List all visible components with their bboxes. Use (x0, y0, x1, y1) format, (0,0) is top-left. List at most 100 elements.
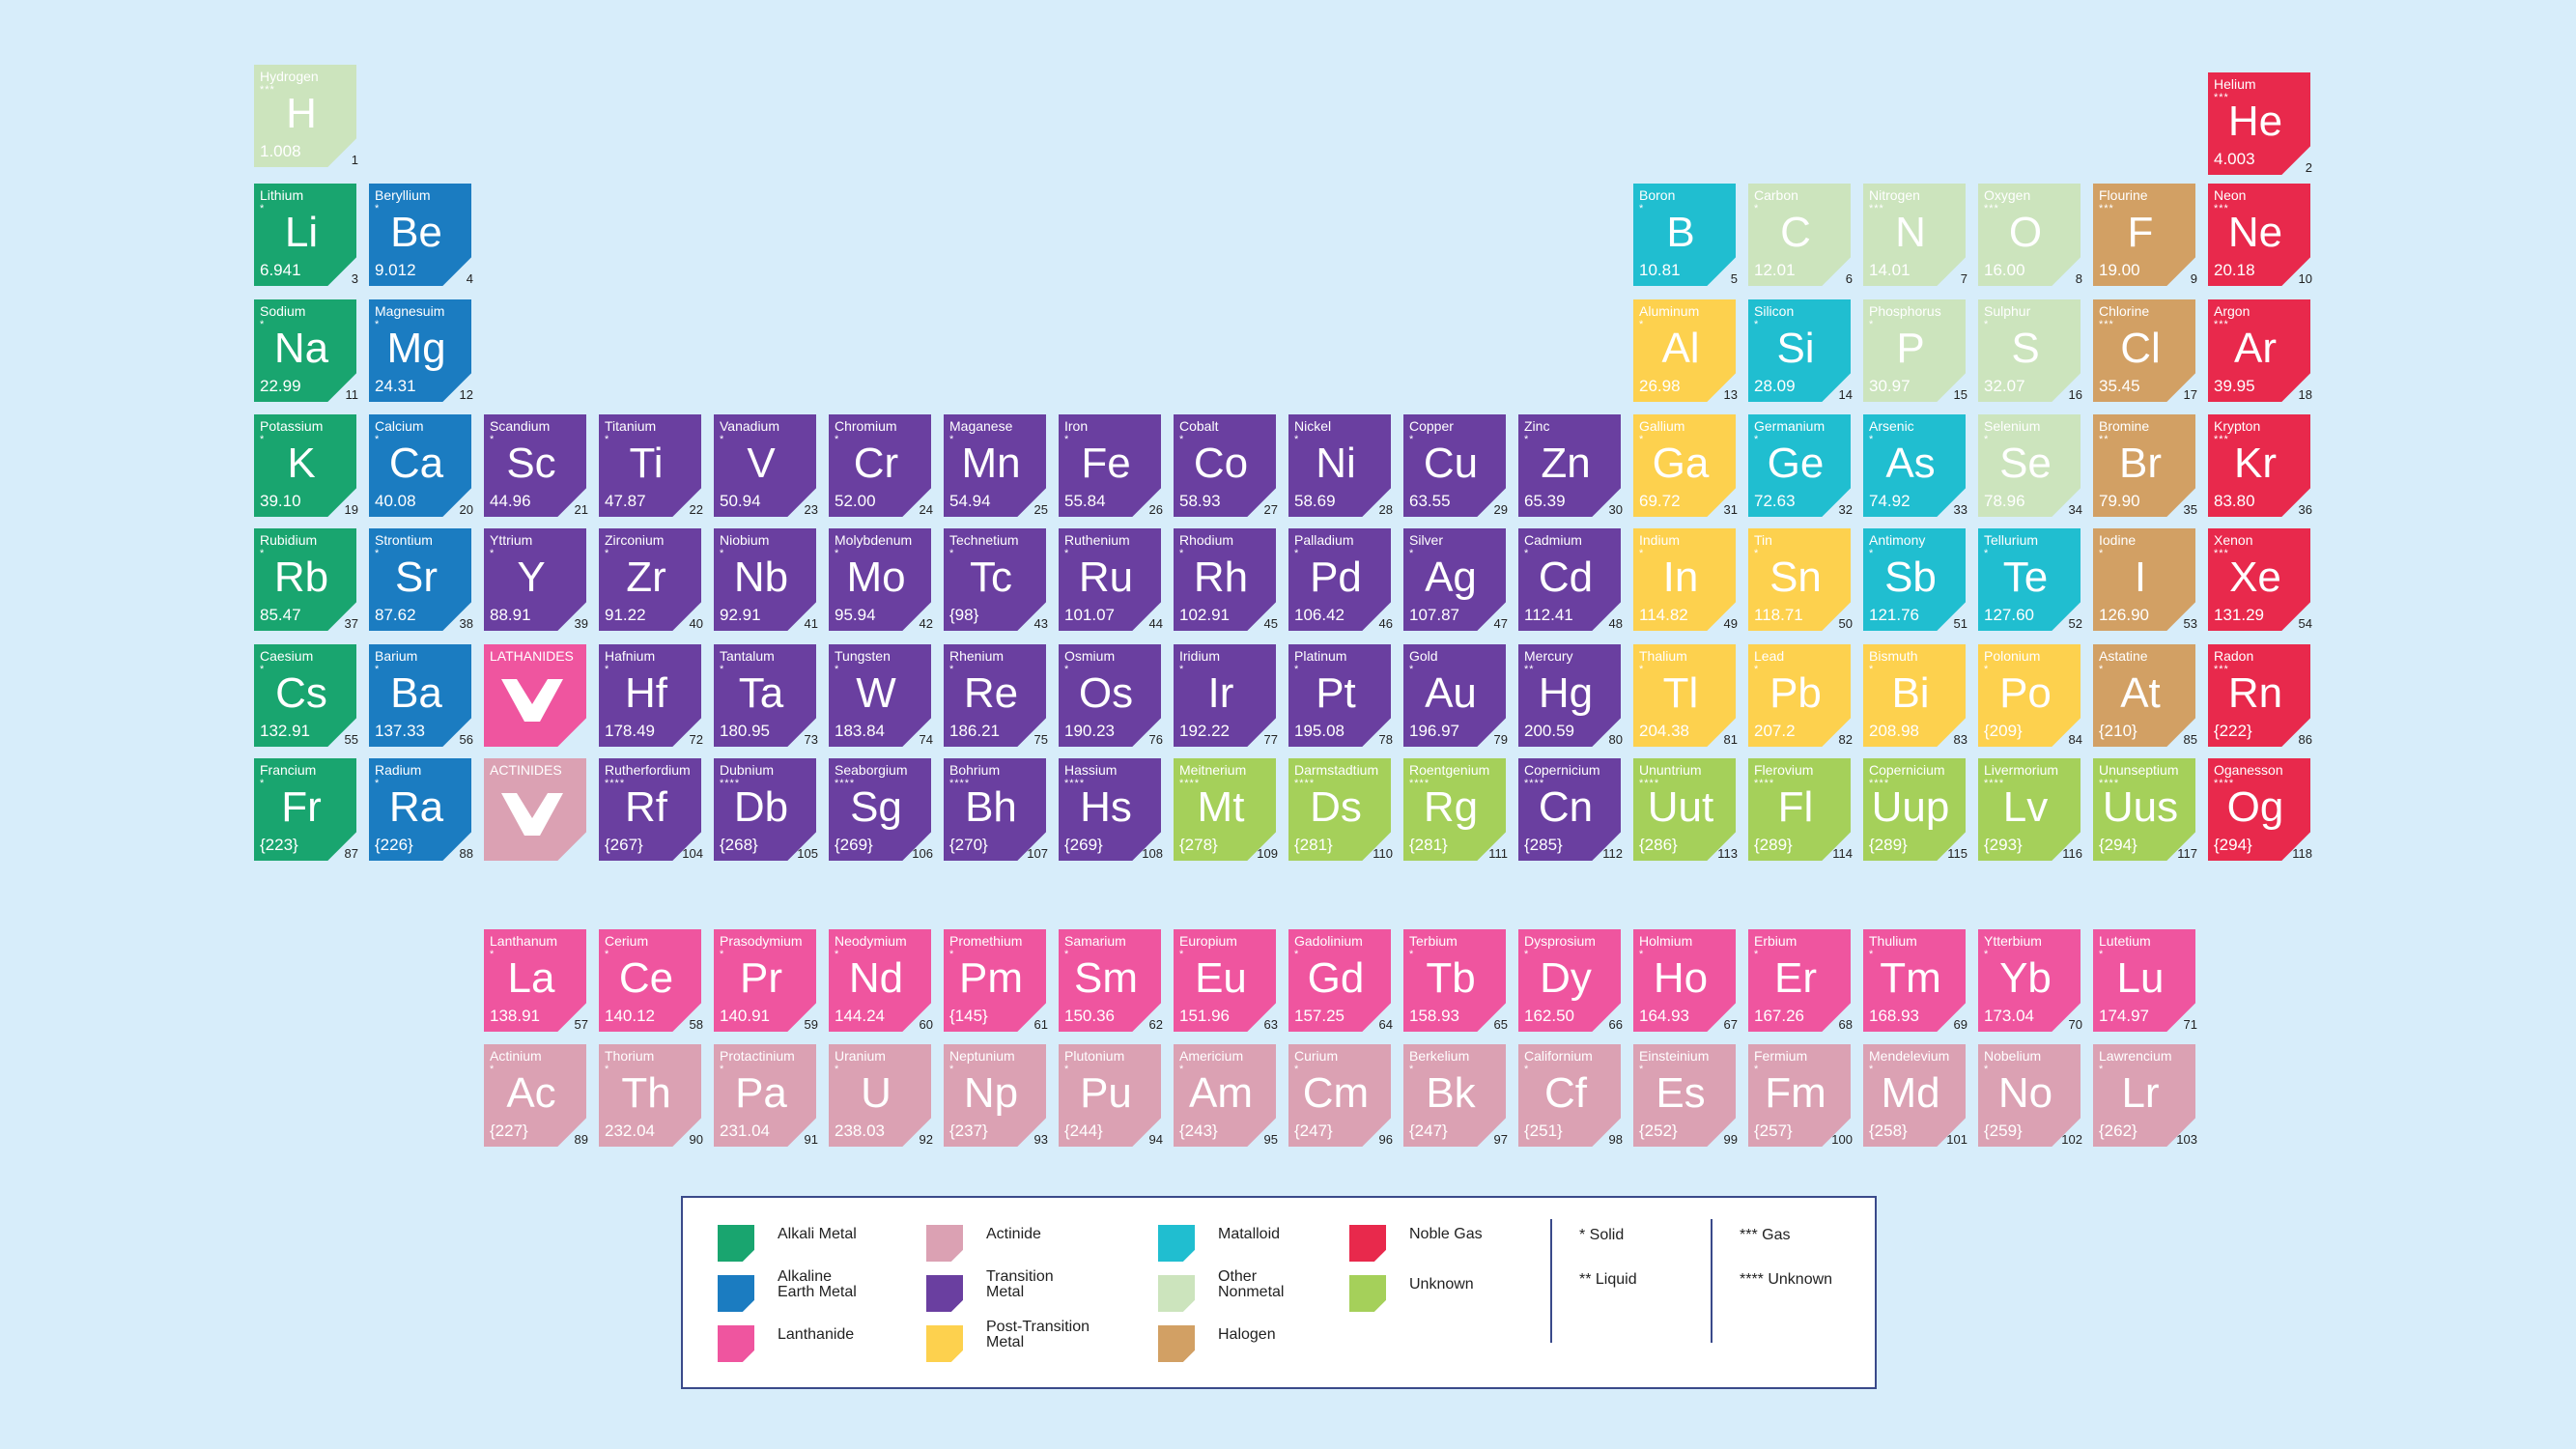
element-yb[interactable]: Ytterbium * Yb 173.04 (1978, 929, 2081, 1032)
element-ga[interactable]: Gallium * Ga 69.72 (1633, 414, 1736, 517)
element-ne[interactable]: Neon *** Ne 20.18 (2208, 184, 2310, 286)
element-ti[interactable]: Titanium * Ti 47.87 (599, 414, 701, 517)
element-ca[interactable]: Calcium * Ca 40.08 (369, 414, 471, 517)
element-fl[interactable]: Flerovium **** Fl {289} (1748, 758, 1851, 861)
element-tb[interactable]: Terbium * Tb 158.93 (1403, 929, 1506, 1032)
element-bh[interactable]: Bohrium **** Bh {270} (944, 758, 1046, 861)
element-rg[interactable]: Roentgenium **** Rg {281} (1403, 758, 1506, 861)
element-co[interactable]: Cobalt * Co 58.93 (1174, 414, 1276, 517)
element-te[interactable]: Tellurium * Te 127.60 (1978, 528, 2081, 631)
element-ni[interactable]: Nickel * Ni 58.69 (1288, 414, 1391, 517)
element-os[interactable]: Osmium * Os 190.23 (1059, 644, 1161, 747)
element-rn[interactable]: Radon *** Rn {222} (2208, 644, 2310, 747)
element-po[interactable]: Polonium * Po {209} (1978, 644, 2081, 747)
element-he[interactable]: Helium *** He 4.003 (2208, 72, 2310, 175)
element-zr[interactable]: Zirconium * Zr 91.22 (599, 528, 701, 631)
element-pb[interactable]: Lead * Pb 207.2 (1748, 644, 1851, 747)
element-dy[interactable]: Dysprosium * Dy 162.50 (1518, 929, 1621, 1032)
element-ag[interactable]: Silver * Ag 107.87 (1403, 528, 1506, 631)
element-ds[interactable]: Darmstadtium **** Ds {281} (1288, 758, 1391, 861)
element-ho[interactable]: Holmium * Ho 164.93 (1633, 929, 1736, 1032)
element-v[interactable]: Vanadium * V 50.94 (714, 414, 816, 517)
element-hg[interactable]: Mercury ** Hg 200.59 (1518, 644, 1621, 747)
element-y[interactable]: Yttrium * Y 88.91 (484, 528, 586, 631)
element-lr[interactable]: Lawrencium * Lr {262} (2093, 1044, 2195, 1147)
element-bi[interactable]: Bismuth * Bi 208.98 (1863, 644, 1966, 747)
element-xe[interactable]: Xenon *** Xe 131.29 (2208, 528, 2310, 631)
element-b[interactable]: Boron * B 10.81 (1633, 184, 1736, 286)
element-f[interactable]: Flourine *** F 19.00 (2093, 184, 2195, 286)
element-at[interactable]: Astatine * At {210} (2093, 644, 2195, 747)
element-p[interactable]: Phosphorus * P 30.97 (1863, 299, 1966, 402)
element-sc[interactable]: Scandium * Sc 44.96 (484, 414, 586, 517)
element-ir[interactable]: Iridium * Ir 192.22 (1174, 644, 1276, 747)
element-uus[interactable]: Ununseptium **** Uus {294} (2093, 758, 2195, 861)
element-cn[interactable]: Copernicium **** Cn {285} (1518, 758, 1621, 861)
element-k[interactable]: Potassium * K 39.10 (254, 414, 356, 517)
element-cr[interactable]: Chromium * Cr 52.00 (829, 414, 931, 517)
element-pa[interactable]: Protactinium * Pa 231.04 (714, 1044, 816, 1147)
element-md[interactable]: Mendelevium * Md {258} (1863, 1044, 1966, 1147)
element-sr[interactable]: Strontium * Sr 87.62 (369, 528, 471, 631)
element-s[interactable]: Sulphur * S 32.07 (1978, 299, 2081, 402)
element-ac[interactable]: Actinium * Ac {227} (484, 1044, 586, 1147)
element-es[interactable]: Einsteinium * Es {252} (1633, 1044, 1736, 1147)
element-se[interactable]: Selenium * Se 78.96 (1978, 414, 2081, 517)
element-in[interactable]: Indium * In 114.82 (1633, 528, 1736, 631)
element-bk[interactable]: Berkelium * Bk {247} (1403, 1044, 1506, 1147)
element-tc[interactable]: Technetium * Tc {98} (944, 528, 1046, 631)
element-fr[interactable]: Francium * Fr {223} (254, 758, 356, 861)
element-pm[interactable]: Promethium * Pm {145} (944, 929, 1046, 1032)
element-c[interactable]: Carbon * C 12.01 (1748, 184, 1851, 286)
element-cl[interactable]: Chlorine *** Cl 35.45 (2093, 299, 2195, 402)
element-hs[interactable]: Hassium **** Hs {269} (1059, 758, 1161, 861)
element-nd[interactable]: Neodymium * Nd 144.24 (829, 929, 931, 1032)
element-si[interactable]: Silicon * Si 28.09 (1748, 299, 1851, 402)
element-ge[interactable]: Germanium * Ge 72.63 (1748, 414, 1851, 517)
element-ba[interactable]: Barium * Ba 137.33 (369, 644, 471, 747)
element-cd[interactable]: Cadmium * Cd 112.41 (1518, 528, 1621, 631)
element-tl[interactable]: Thalium * Tl 204.38 (1633, 644, 1736, 747)
element-lv[interactable]: Livermorium **** Lv {293} (1978, 758, 2081, 861)
element-mg[interactable]: Magnesuim * Mg 24.31 (369, 299, 471, 402)
element-sg[interactable]: Seaborgium **** Sg {269} (829, 758, 931, 861)
element-gd[interactable]: Gadolinium * Gd 157.25 (1288, 929, 1391, 1032)
element-sn[interactable]: Tin * Sn 118.71 (1748, 528, 1851, 631)
element-au[interactable]: Gold * Au 196.97 (1403, 644, 1506, 747)
element-uup[interactable]: Copernicium **** Uup {289} (1863, 758, 1966, 861)
element-i[interactable]: Iodine * I 126.90 (2093, 528, 2195, 631)
element-ta[interactable]: Tantalum * Ta 180.95 (714, 644, 816, 747)
element-cm[interactable]: Curium * Cm {247} (1288, 1044, 1391, 1147)
element-o[interactable]: Oxygen *** O 16.00 (1978, 184, 2081, 286)
element-w[interactable]: Tungsten * W 183.84 (829, 644, 931, 747)
element-pd[interactable]: Palladium * Pd 106.42 (1288, 528, 1391, 631)
element-fm[interactable]: Fermium * Fm {257} (1748, 1044, 1851, 1147)
element-rf[interactable]: Rutherfordium **** Rf {267} (599, 758, 701, 861)
element-fe[interactable]: Iron * Fe 55.84 (1059, 414, 1161, 517)
element-np[interactable]: Neptunium * Np {237} (944, 1044, 1046, 1147)
element-uut[interactable]: Ununtrium **** Uut {286} (1633, 758, 1736, 861)
element-ce[interactable]: Cerium * Ce 140.12 (599, 929, 701, 1032)
element-la[interactable]: Lanthanum * La 138.91 (484, 929, 586, 1032)
element-pu[interactable]: Plutonium * Pu {244} (1059, 1044, 1161, 1147)
element-no[interactable]: Nobelium * No {259} (1978, 1044, 2081, 1147)
placeholder-actinides[interactable]: ACTINIDES (484, 758, 586, 861)
element-kr[interactable]: Krypton *** Kr 83.80 (2208, 414, 2310, 517)
element-am[interactable]: Americium * Am {243} (1174, 1044, 1276, 1147)
element-h[interactable]: Hydrogen *** H 1.008 (254, 65, 356, 167)
element-pt[interactable]: Platinum * Pt 195.08 (1288, 644, 1391, 747)
element-rh[interactable]: Rhodium * Rh 102.91 (1174, 528, 1276, 631)
element-sm[interactable]: Samarium * Sm 150.36 (1059, 929, 1161, 1032)
element-eu[interactable]: Europium * Eu 151.96 (1174, 929, 1276, 1032)
element-as[interactable]: Arsenic * As 74.92 (1863, 414, 1966, 517)
element-cu[interactable]: Copper * Cu 63.55 (1403, 414, 1506, 517)
element-cf[interactable]: Californium * Cf {251} (1518, 1044, 1621, 1147)
element-th[interactable]: Thorium * Th 232.04 (599, 1044, 701, 1147)
element-nb[interactable]: Niobium * Nb 92.91 (714, 528, 816, 631)
element-og[interactable]: Oganesson **** Og {294} (2208, 758, 2310, 861)
element-ra[interactable]: Radium * Ra {226} (369, 758, 471, 861)
element-hf[interactable]: Hafnium * Hf 178.49 (599, 644, 701, 747)
element-db[interactable]: Dubnium **** Db {268} (714, 758, 816, 861)
element-ar[interactable]: Argon *** Ar 39.95 (2208, 299, 2310, 402)
element-mt[interactable]: Meitnerium **** Mt {278} (1174, 758, 1276, 861)
